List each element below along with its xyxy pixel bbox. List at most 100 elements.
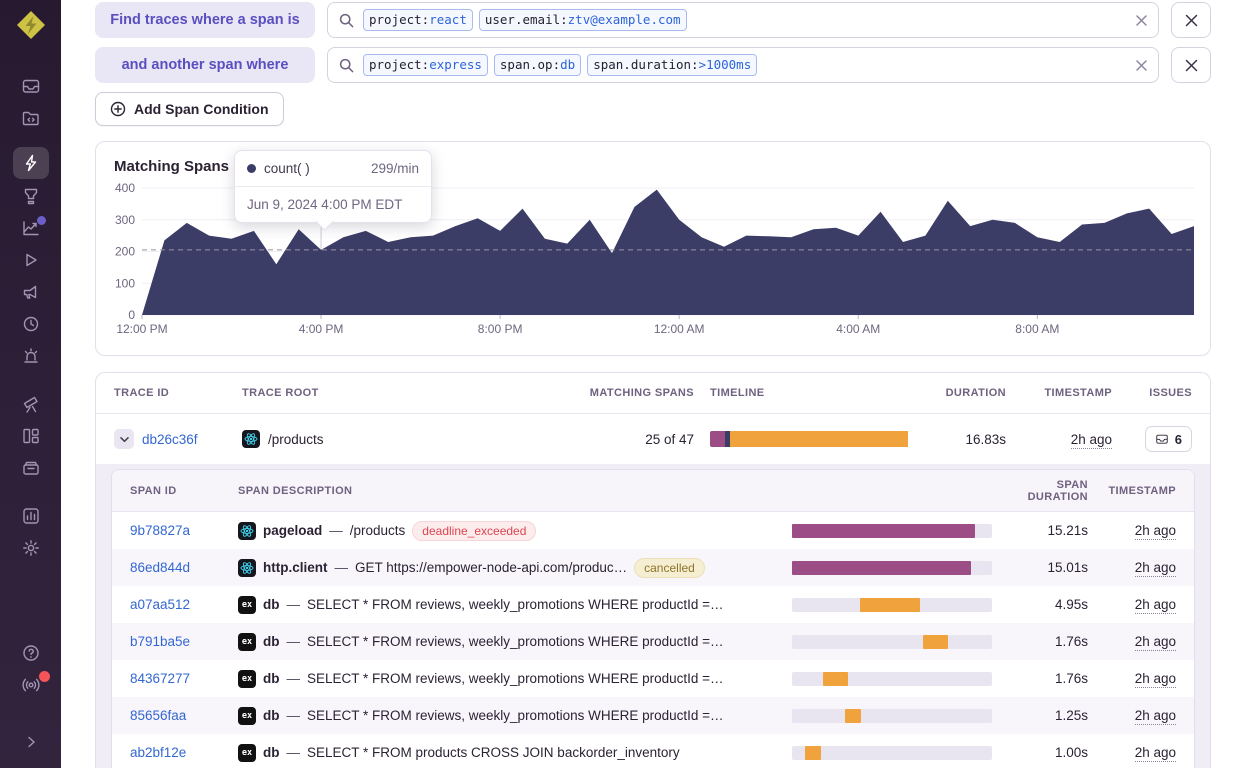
col-trace-id: TRACE ID bbox=[114, 387, 170, 399]
span-duration: 4.95s bbox=[1054, 597, 1088, 612]
span-description: GET https://empower-node-api.com/produc… bbox=[355, 560, 628, 575]
sentry-logo[interactable] bbox=[14, 8, 48, 42]
tooltip-date: Jun 9, 2024 4:00 PM EDT bbox=[247, 197, 403, 212]
clear-search-icon[interactable] bbox=[1135, 14, 1148, 27]
span-duration: 1.00s bbox=[1054, 745, 1088, 760]
express-project-icon: ex bbox=[238, 669, 256, 688]
remove-condition-button-1[interactable] bbox=[1171, 2, 1211, 38]
span-timestamp[interactable]: 2h ago bbox=[1134, 560, 1176, 577]
span-duration: 1.76s bbox=[1054, 634, 1088, 649]
span-duration-bar bbox=[792, 708, 992, 723]
span-row: 84367277 ex db — SELECT * FROM reviews, … bbox=[130, 669, 1176, 688]
trace-timestamp[interactable]: 2h ago bbox=[1070, 431, 1112, 449]
col-span-description: SPAN DESCRIPTION bbox=[238, 484, 353, 497]
projects-icon[interactable] bbox=[13, 103, 49, 133]
spans-subtable: SPAN ID SPAN DESCRIPTION SPAN DURATION T… bbox=[111, 469, 1195, 768]
span-description: /products bbox=[349, 523, 406, 538]
span-id-link[interactable]: 86ed844d bbox=[130, 560, 191, 575]
chart-title: Matching Spans bbox=[114, 158, 230, 175]
span-timestamp[interactable]: 2h ago bbox=[1134, 671, 1176, 688]
feedback-icon[interactable] bbox=[13, 277, 49, 307]
query-token[interactable]: project: express bbox=[363, 54, 488, 76]
span-duration-bar bbox=[792, 745, 992, 760]
col-span-duration: SPAN DURATION bbox=[1027, 478, 1088, 503]
collapse-sidebar-icon[interactable] bbox=[13, 727, 49, 757]
span-condition-label-2: and another span where bbox=[95, 47, 315, 83]
span-duration: 15.01s bbox=[1047, 560, 1088, 575]
svg-text:12:00 AM: 12:00 AM bbox=[654, 322, 705, 336]
graphs-icon[interactable] bbox=[13, 213, 49, 243]
svg-text:400: 400 bbox=[115, 181, 135, 195]
col-timeline: TIMELINE bbox=[710, 387, 765, 399]
svg-text:4:00 PM: 4:00 PM bbox=[299, 322, 344, 336]
span-id-link[interactable]: 85656faa bbox=[130, 708, 187, 723]
discover-icon[interactable] bbox=[13, 389, 49, 419]
col-issues: ISSUES bbox=[1149, 387, 1192, 399]
span-description: SELECT * FROM products CROSS JOIN backor… bbox=[307, 745, 680, 760]
span-id-link[interactable]: 84367277 bbox=[130, 671, 191, 686]
alerts-icon[interactable] bbox=[13, 341, 49, 371]
svg-text:200: 200 bbox=[115, 245, 135, 259]
svg-text:100: 100 bbox=[115, 276, 135, 290]
span-duration-bar bbox=[792, 634, 992, 649]
span-timestamp[interactable]: 2h ago bbox=[1134, 708, 1176, 725]
stats-icon[interactable] bbox=[13, 501, 49, 531]
whats-new-icon[interactable] bbox=[13, 670, 50, 700]
close-icon bbox=[1185, 59, 1197, 71]
span-op: db bbox=[263, 597, 280, 612]
svg-text:300: 300 bbox=[115, 213, 135, 227]
query-token[interactable]: user.email: ztv@example.com bbox=[478, 9, 687, 31]
span-op: db bbox=[263, 708, 280, 723]
search-icon bbox=[339, 58, 354, 72]
react-project-icon bbox=[242, 430, 260, 448]
clear-search-icon[interactable] bbox=[1135, 59, 1148, 72]
trace-id-link[interactable]: db26c36f bbox=[142, 431, 198, 447]
span-timestamp[interactable]: 2h ago bbox=[1134, 634, 1176, 651]
span-duration: 1.76s bbox=[1054, 671, 1088, 686]
span-id-link[interactable]: ab2bf12e bbox=[130, 745, 187, 760]
trace-row: db26c36f /products 25 of 47 16.83s 2h ag… bbox=[96, 414, 1210, 464]
span-timestamp[interactable]: 2h ago bbox=[1134, 745, 1176, 762]
span-search-bar-2[interactable]: project: express span.op: db span.duration: >… bbox=[327, 47, 1159, 83]
span-condition-label-1: Find traces where a span is bbox=[95, 2, 315, 38]
issues-count: 6 bbox=[1174, 431, 1182, 447]
dashboards-icon[interactable] bbox=[13, 421, 49, 451]
express-project-icon: ex bbox=[238, 595, 256, 614]
express-project-icon: ex bbox=[238, 743, 256, 762]
matching-spans-chart-panel: Matching Spans 0 100 200 300 400 12:00 PM 4:00… bbox=[95, 141, 1211, 356]
col-span-id: SPAN ID bbox=[130, 484, 177, 497]
trace-duration: 16.83s bbox=[965, 431, 1006, 447]
span-search-bar-1[interactable]: project: react user.email: ztv@example.com bbox=[327, 2, 1159, 38]
explore-icon[interactable] bbox=[12, 147, 49, 179]
query-token[interactable]: span.op: db bbox=[493, 54, 582, 76]
close-icon bbox=[1185, 14, 1197, 26]
insights-icon[interactable] bbox=[13, 181, 49, 211]
plus-circle-icon bbox=[110, 101, 126, 117]
span-op: db bbox=[263, 634, 280, 649]
span-timestamp[interactable]: 2h ago bbox=[1134, 523, 1176, 540]
add-span-condition-button[interactable]: Add Span Condition bbox=[95, 92, 284, 126]
span-duration-bar bbox=[792, 523, 992, 538]
remove-condition-button-2[interactable] bbox=[1171, 47, 1211, 83]
tooltip-series-value: 299/min bbox=[370, 161, 419, 176]
replays-icon[interactable] bbox=[13, 245, 49, 275]
help-icon[interactable] bbox=[13, 638, 49, 668]
crons-icon[interactable] bbox=[13, 453, 49, 483]
svg-text:0: 0 bbox=[128, 308, 135, 322]
span-id-link[interactable]: b791ba5e bbox=[130, 634, 191, 649]
express-project-icon: ex bbox=[238, 706, 256, 725]
query-token[interactable]: span.duration: >1000ms bbox=[587, 54, 758, 76]
span-id-link[interactable]: 9b78827a bbox=[130, 523, 191, 538]
series-dot-icon bbox=[247, 164, 256, 173]
col-timestamp: TIMESTAMP bbox=[1044, 387, 1112, 399]
collapse-trace-button[interactable] bbox=[114, 429, 134, 449]
span-id-link[interactable]: a07aa512 bbox=[130, 597, 191, 612]
issues-icon[interactable] bbox=[13, 71, 49, 101]
trace-issues-badge[interactable]: 6 bbox=[1144, 426, 1192, 452]
search-icon bbox=[339, 13, 354, 27]
span-timestamp[interactable]: 2h ago bbox=[1134, 597, 1176, 614]
query-token[interactable]: project: react bbox=[363, 9, 473, 31]
query-token-list: project: express span.op: db span.duration: >… bbox=[363, 54, 1127, 76]
releases-icon[interactable] bbox=[13, 309, 49, 339]
settings-icon[interactable] bbox=[13, 533, 49, 563]
